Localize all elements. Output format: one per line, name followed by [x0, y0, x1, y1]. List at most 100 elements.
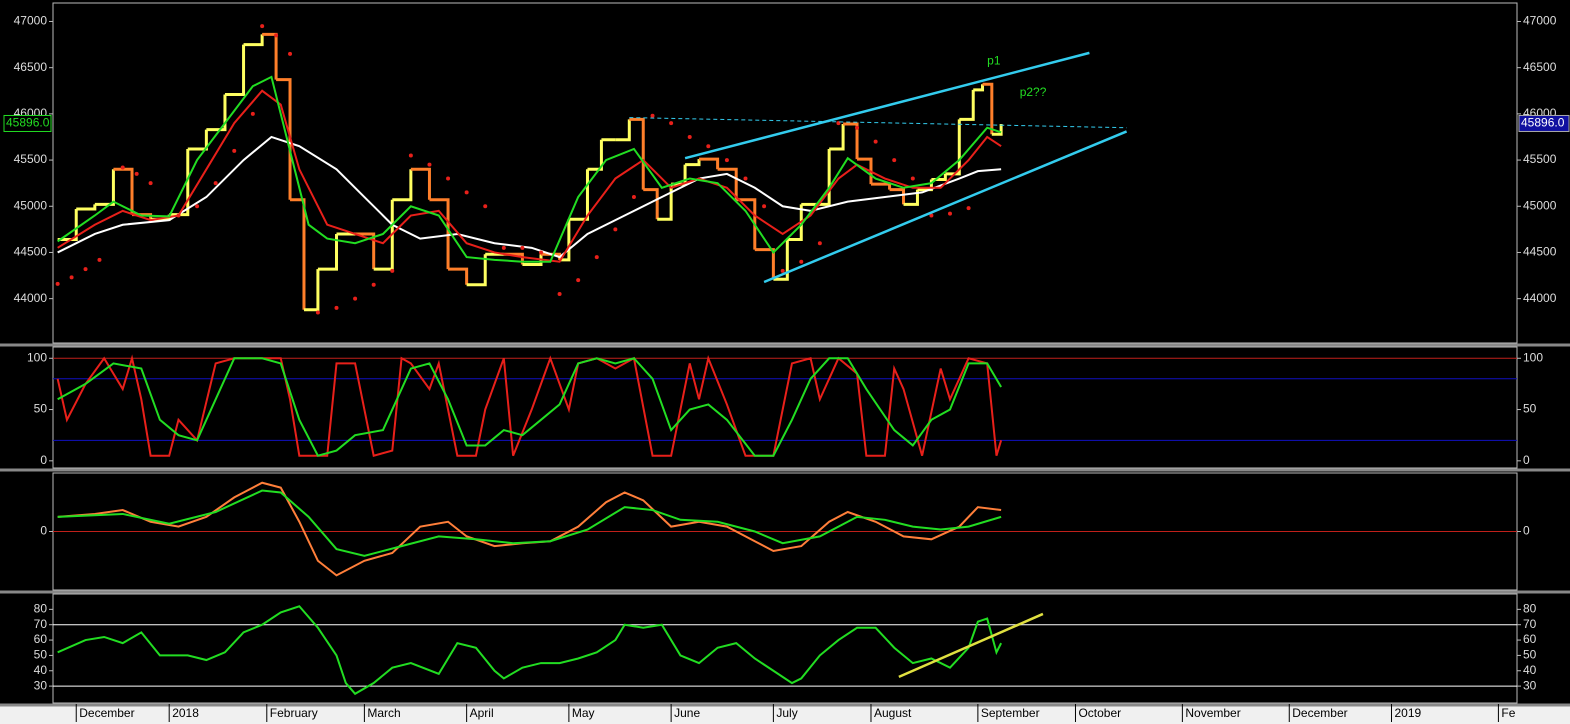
price-step: [699, 157, 720, 170]
price-step: [466, 254, 487, 287]
x-tick-label: August: [874, 706, 912, 720]
price-step: [57, 209, 78, 242]
sar-dot: [483, 204, 488, 209]
y-tick-label: 47000: [14, 14, 48, 28]
price-step: [113, 167, 134, 215]
price-step: [754, 248, 775, 280]
y-tick-label: 44500: [1523, 245, 1557, 259]
sar-dot: [743, 176, 748, 181]
price-step: [559, 219, 571, 262]
x-tick-label: Fe: [1501, 706, 1515, 720]
y-tick-label: 40: [1523, 663, 1537, 677]
price-step: [717, 167, 738, 200]
sar-dot: [520, 245, 525, 250]
sar-dot: [650, 113, 655, 118]
y-tick-label: 60: [1523, 632, 1537, 646]
y-tick-label: 45500: [1523, 152, 1557, 166]
y-tick-label: 60: [34, 632, 48, 646]
panel-frame: [52, 346, 1518, 469]
sar-dot: [120, 165, 125, 170]
sar-dot: [910, 176, 915, 181]
price-step: [889, 188, 906, 205]
y-tick-label: 100: [1523, 350, 1543, 364]
sar-dot: [427, 162, 432, 167]
y-tick-label: 45500: [14, 152, 48, 166]
y-tick-label: 45000: [14, 198, 48, 212]
sar-dot: [873, 139, 878, 144]
price-step: [317, 233, 339, 271]
price-step: [76, 204, 97, 211]
y-tick-label: 44000: [14, 291, 48, 305]
price-step: [843, 122, 859, 160]
trendline: [898, 612, 1044, 679]
price-step: [903, 189, 919, 206]
series-line: [57, 357, 1002, 457]
sar-dot: [724, 158, 729, 163]
price-step: [982, 82, 994, 135]
sar-dot: [687, 134, 692, 139]
price-step: [829, 124, 845, 151]
x-tick-label: October: [1078, 706, 1121, 720]
last-value-label: 45896.0: [1521, 116, 1565, 130]
y-tick-label: 80: [34, 602, 48, 616]
sar-dot: [213, 181, 218, 186]
y-tick-label: 47000: [1523, 14, 1557, 28]
price-step: [773, 239, 789, 281]
price-step: [429, 198, 450, 270]
price-step: [629, 117, 645, 190]
price-step: [290, 198, 306, 310]
price-step: [392, 169, 413, 202]
x-tick-label: September: [981, 706, 1040, 720]
y-tick-label: 0: [40, 524, 47, 538]
price-step: [448, 267, 469, 285]
sar-dot: [966, 206, 971, 211]
series-line: [57, 89, 1002, 263]
price-step: [587, 139, 603, 171]
sar-dot: [97, 257, 102, 262]
y-tick-label: 50: [1523, 648, 1537, 662]
sar-dot: [539, 250, 543, 255]
price-step: [355, 232, 376, 270]
annotation: p1: [987, 53, 1001, 67]
sar-dot: [390, 268, 395, 273]
x-tick-label: July: [776, 706, 797, 720]
x-tick-label: April: [470, 706, 494, 720]
panel-frame: [52, 2, 1518, 344]
sar-dot: [148, 181, 153, 186]
y-tick-label: 46500: [14, 60, 48, 74]
sar-dot: [576, 278, 581, 283]
y-tick-label: 0: [1523, 524, 1530, 538]
y-tick-label: 70: [34, 617, 48, 631]
sar-dot: [892, 158, 897, 163]
y-tick-label: 50: [34, 402, 48, 416]
price-step: [169, 148, 190, 217]
trendline: [629, 117, 1127, 129]
series-line: [57, 135, 1002, 259]
y-tick-label: 30: [34, 678, 48, 692]
price-step: [973, 84, 985, 92]
sar-dot: [799, 259, 804, 264]
x-tick-label: June: [674, 706, 700, 720]
y-tick-label: 0: [1523, 453, 1530, 467]
sar-dot: [855, 125, 860, 130]
trendline: [763, 130, 1128, 284]
series-line: [57, 75, 1002, 263]
y-tick-label: 100: [27, 350, 47, 364]
y-tick-label: 0: [40, 453, 47, 467]
price-step: [224, 44, 246, 96]
sar-dot: [780, 268, 785, 273]
x-tick-label: December: [1292, 706, 1347, 720]
sar-dot: [260, 24, 265, 29]
x-tick-label: November: [1185, 706, 1240, 720]
sar-dot: [55, 281, 60, 286]
y-tick-label: 30: [1523, 678, 1537, 692]
price-step: [243, 34, 264, 47]
x-tick-label: February: [270, 706, 318, 720]
sar-dot: [353, 296, 358, 301]
y-tick-label: 46500: [1523, 60, 1557, 74]
sar-dot: [315, 310, 320, 315]
sar-dot: [232, 148, 237, 153]
y-tick-label: 40: [34, 663, 48, 677]
x-tick-label: 2019: [1395, 706, 1422, 720]
